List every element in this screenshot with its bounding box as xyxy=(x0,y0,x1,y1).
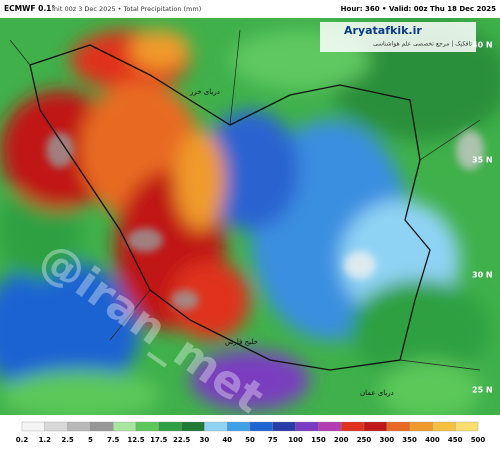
legend-label: 5 xyxy=(88,436,93,444)
legend-label: 150 xyxy=(311,436,326,444)
valid-time: Hour: 360 • Valid: 00z Thu 18 Dec 2025 xyxy=(341,5,496,13)
legend-label: 17.5 xyxy=(150,436,167,444)
legend-swatch xyxy=(432,421,456,432)
legend-swatch xyxy=(44,421,68,432)
lat-label: 30 N xyxy=(472,271,493,280)
legend-swatch xyxy=(318,421,342,432)
legend-swatch xyxy=(409,421,433,432)
legend-label: 12.5 xyxy=(127,436,144,444)
legend-label: 100 xyxy=(288,436,303,444)
legend-swatch xyxy=(90,421,114,432)
lat-label: 35 N xyxy=(472,156,493,165)
header-bar xyxy=(0,0,500,18)
legend-swatch xyxy=(455,421,479,432)
legend-swatch xyxy=(181,421,205,432)
legend-label: 200 xyxy=(334,436,349,444)
legend-swatch xyxy=(158,421,182,432)
legend-swatch xyxy=(204,421,228,432)
sea-label: دریای خزر xyxy=(189,88,220,96)
color-legend: 0.2 1.2 2.5 5 7.5 12.5 17.5 22.5 30 40 50 75 100 150 2… xyxy=(0,415,500,459)
legend-label: 30 xyxy=(200,436,210,444)
legend-label: 450 xyxy=(448,436,463,444)
legend-swatch xyxy=(295,421,319,432)
legend-label: 500 xyxy=(471,436,486,444)
lat-label: 25 N xyxy=(472,386,493,395)
legend-label: 50 xyxy=(245,436,255,444)
sea-label: خلیج فارس xyxy=(225,338,258,346)
legend-swatch xyxy=(113,421,137,432)
legend-label: 75 xyxy=(268,436,278,444)
legend-swatch xyxy=(21,421,45,432)
precip-map: 40 N 35 N 30 N 25 N دریای خزر خلیج فارس … xyxy=(0,18,500,415)
sea-label: دریای عمان xyxy=(360,389,394,397)
run-info: Init 00z 3 Dec 2025 • Total Precipitatio… xyxy=(52,5,201,13)
logo-box xyxy=(320,22,476,52)
legend-label: 22.5 xyxy=(173,436,190,444)
legend-label: 300 xyxy=(379,436,394,444)
model-name: ECMWF 0.1° xyxy=(4,4,55,13)
logo-site: Aryatafkik.ir xyxy=(344,24,422,37)
legend-label: 1.2 xyxy=(39,436,52,444)
legend-label: 400 xyxy=(425,436,440,444)
legend-label: 250 xyxy=(357,436,372,444)
legend-label: 40 xyxy=(222,436,232,444)
legend-swatch xyxy=(67,421,91,432)
logo-tagline: تافکیک | مرجع تخصصی علم هواشناسی xyxy=(373,41,472,48)
legend-swatch xyxy=(249,421,273,432)
legend-swatch xyxy=(341,421,365,432)
legend-swatch xyxy=(135,421,159,432)
legend-label: 0.2 xyxy=(16,436,29,444)
legend-label: 7.5 xyxy=(107,436,120,444)
legend-swatch xyxy=(363,421,387,432)
legend-label: 2.5 xyxy=(61,436,74,444)
legend-swatch xyxy=(272,421,296,432)
legend-swatch xyxy=(386,421,410,432)
lat-label: 40 N xyxy=(472,41,493,50)
legend-swatch xyxy=(227,421,251,432)
country-border xyxy=(29,44,431,371)
legend-label: 350 xyxy=(402,436,417,444)
